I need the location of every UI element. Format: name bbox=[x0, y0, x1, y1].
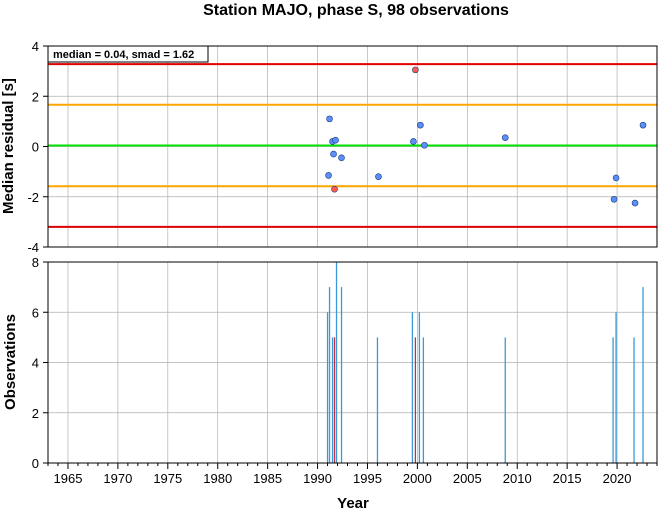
residual-point bbox=[332, 136, 339, 144]
x-tick-label: 1990 bbox=[303, 471, 332, 486]
x-tick-label: 1985 bbox=[253, 471, 282, 486]
x-tick-label: 1975 bbox=[153, 471, 182, 486]
residual-point bbox=[610, 195, 618, 203]
x-tick-label: 2000 bbox=[403, 471, 432, 486]
chart-title: Station MAJO, phase S, 98 observations bbox=[203, 2, 509, 19]
residual-point bbox=[325, 172, 332, 179]
residual-point bbox=[631, 199, 639, 207]
residual-y-label: Median residual [s] bbox=[0, 78, 17, 214]
observations-y-tick-label: 0 bbox=[32, 456, 39, 471]
residual-panel: median = 0.04, smad = 1.62 4 2 0 -2 -4 Media… bbox=[0, 39, 658, 255]
x-tick-label: 2010 bbox=[503, 471, 532, 486]
residual-y-tick-label: 2 bbox=[32, 89, 39, 104]
observations-y-tick-label: 4 bbox=[32, 356, 39, 371]
residual-points bbox=[325, 66, 647, 207]
residual-point bbox=[417, 121, 424, 129]
x-tick-label: 1965 bbox=[54, 471, 83, 486]
residual-y-tick-label: -2 bbox=[27, 190, 39, 205]
x-tick-label: 2020 bbox=[603, 471, 632, 486]
x-tick-label: 1980 bbox=[203, 471, 232, 486]
observations-y-tick-label: 8 bbox=[32, 255, 39, 270]
observations-y-ticks: 8 6 4 2 0 bbox=[32, 255, 48, 471]
stats-annotation: median = 0.04, smad = 1.62 bbox=[53, 49, 194, 61]
residual-point bbox=[421, 141, 428, 149]
x-tick-label: 2015 bbox=[553, 471, 582, 486]
residual-point bbox=[639, 121, 647, 129]
residual-reference-lines bbox=[48, 63, 657, 228]
residual-y-ticks: 4 2 0 -2 -4 bbox=[27, 39, 48, 255]
residual-point bbox=[331, 185, 338, 193]
x-axis-label: Year bbox=[337, 495, 369, 511]
x-tick-label: 1995 bbox=[353, 471, 382, 486]
observations-bars bbox=[326, 262, 644, 463]
residual-y-tick-label: 4 bbox=[32, 39, 39, 54]
residual-y-tick-label: 0 bbox=[32, 140, 39, 155]
observations-panel: 8 6 4 2 0 1965 1970 1975 1980 1985 1990 1995 2000 20… bbox=[2, 255, 658, 511]
residual-point bbox=[375, 173, 382, 180]
residual-grid bbox=[48, 45, 657, 248]
residual-point bbox=[338, 154, 345, 162]
residual-point bbox=[410, 138, 417, 145]
residual-point bbox=[326, 115, 333, 123]
residual-point bbox=[330, 150, 337, 158]
observations-grid bbox=[48, 261, 657, 464]
observations-y-tick-label: 6 bbox=[32, 305, 39, 320]
observations-y-tick-label: 2 bbox=[32, 406, 39, 421]
residual-point bbox=[501, 134, 509, 142]
x-tick-label: 2005 bbox=[453, 471, 482, 486]
residual-point bbox=[412, 66, 419, 74]
observations-y-label: Observations bbox=[2, 314, 19, 410]
x-axis-ticks: 1965 1970 1975 1980 1985 1990 1995 2000 2005 2010… bbox=[47, 463, 658, 486]
annotation-box bbox=[47, 45, 209, 63]
x-tick-label: 1970 bbox=[103, 471, 132, 486]
residual-y-tick-label: -4 bbox=[27, 240, 39, 255]
residual-point bbox=[612, 174, 620, 182]
